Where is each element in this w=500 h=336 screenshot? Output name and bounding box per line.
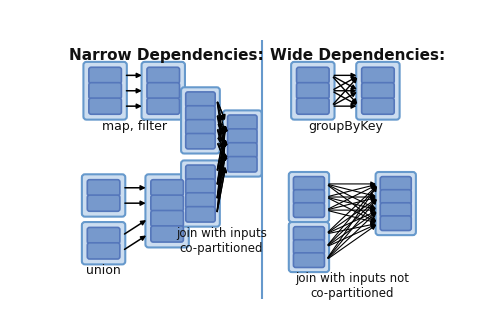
FancyBboxPatch shape <box>294 253 324 267</box>
FancyBboxPatch shape <box>362 67 394 83</box>
FancyBboxPatch shape <box>151 195 184 211</box>
FancyBboxPatch shape <box>186 92 215 107</box>
FancyBboxPatch shape <box>186 165 215 180</box>
FancyBboxPatch shape <box>356 62 400 120</box>
Text: union: union <box>86 264 121 278</box>
FancyBboxPatch shape <box>84 62 127 120</box>
FancyBboxPatch shape <box>291 62 335 120</box>
FancyBboxPatch shape <box>142 62 185 120</box>
FancyBboxPatch shape <box>146 174 189 247</box>
FancyBboxPatch shape <box>88 180 120 196</box>
FancyBboxPatch shape <box>294 227 324 241</box>
FancyBboxPatch shape <box>294 240 324 254</box>
FancyBboxPatch shape <box>89 67 122 83</box>
FancyBboxPatch shape <box>294 203 324 217</box>
FancyBboxPatch shape <box>186 106 215 121</box>
FancyBboxPatch shape <box>296 98 329 114</box>
FancyBboxPatch shape <box>181 87 220 154</box>
FancyBboxPatch shape <box>362 98 394 114</box>
Text: groupByKey: groupByKey <box>308 120 383 133</box>
FancyBboxPatch shape <box>228 115 257 130</box>
FancyBboxPatch shape <box>186 133 215 149</box>
FancyBboxPatch shape <box>186 207 215 222</box>
FancyBboxPatch shape <box>89 98 122 114</box>
FancyBboxPatch shape <box>380 177 411 191</box>
FancyBboxPatch shape <box>151 226 184 242</box>
FancyBboxPatch shape <box>228 143 257 158</box>
FancyBboxPatch shape <box>186 120 215 135</box>
FancyBboxPatch shape <box>88 243 120 259</box>
FancyBboxPatch shape <box>223 111 262 177</box>
Text: map, filter: map, filter <box>102 120 166 133</box>
FancyBboxPatch shape <box>289 222 329 272</box>
FancyBboxPatch shape <box>88 227 120 244</box>
FancyBboxPatch shape <box>380 190 411 204</box>
Text: Wide Dependencies:: Wide Dependencies: <box>270 48 446 63</box>
Text: Narrow Dependencies:: Narrow Dependencies: <box>68 48 264 63</box>
FancyBboxPatch shape <box>380 216 411 230</box>
FancyBboxPatch shape <box>186 193 215 208</box>
FancyBboxPatch shape <box>181 161 220 227</box>
FancyBboxPatch shape <box>151 210 184 227</box>
FancyBboxPatch shape <box>376 172 416 235</box>
FancyBboxPatch shape <box>147 83 180 99</box>
FancyBboxPatch shape <box>89 83 122 99</box>
FancyBboxPatch shape <box>151 180 184 196</box>
Text: join with inputs
co-partitioned: join with inputs co-partitioned <box>176 227 267 255</box>
FancyBboxPatch shape <box>362 83 394 99</box>
FancyBboxPatch shape <box>228 157 257 172</box>
FancyBboxPatch shape <box>289 172 329 222</box>
Text: join with inputs not
co-partitioned: join with inputs not co-partitioned <box>296 272 410 300</box>
FancyBboxPatch shape <box>82 222 126 264</box>
FancyBboxPatch shape <box>380 203 411 217</box>
FancyBboxPatch shape <box>294 190 324 204</box>
FancyBboxPatch shape <box>88 195 120 211</box>
FancyBboxPatch shape <box>296 67 329 83</box>
FancyBboxPatch shape <box>147 98 180 114</box>
FancyBboxPatch shape <box>294 177 324 191</box>
FancyBboxPatch shape <box>147 67 180 83</box>
FancyBboxPatch shape <box>186 179 215 194</box>
FancyBboxPatch shape <box>228 129 257 144</box>
FancyBboxPatch shape <box>82 174 126 217</box>
FancyBboxPatch shape <box>296 83 329 99</box>
